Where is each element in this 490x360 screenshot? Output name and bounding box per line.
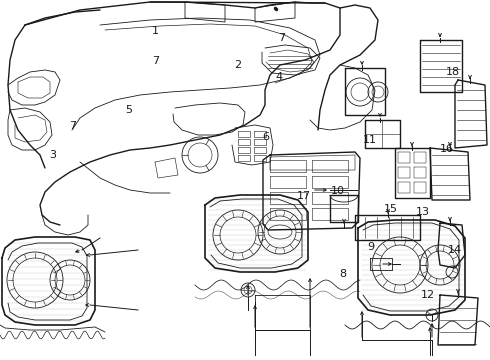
Text: 17: 17 xyxy=(297,191,311,201)
Text: 4: 4 xyxy=(276,72,283,82)
Text: 6: 6 xyxy=(263,132,270,142)
Text: 5: 5 xyxy=(125,105,132,115)
Text: 9: 9 xyxy=(368,242,374,252)
Text: 11: 11 xyxy=(363,135,377,145)
Text: 1: 1 xyxy=(152,26,159,36)
Text: 18: 18 xyxy=(446,67,460,77)
Text: 7: 7 xyxy=(69,121,76,131)
Text: 7: 7 xyxy=(278,33,285,43)
Text: 16: 16 xyxy=(440,144,454,154)
Text: 7: 7 xyxy=(152,56,159,66)
Text: 15: 15 xyxy=(384,204,398,214)
Text: 10: 10 xyxy=(331,186,345,196)
Text: 2: 2 xyxy=(234,60,241,70)
Text: 12: 12 xyxy=(421,290,435,300)
Text: 8: 8 xyxy=(340,269,346,279)
Text: 13: 13 xyxy=(416,207,429,217)
Text: 14: 14 xyxy=(448,245,462,255)
Text: 3: 3 xyxy=(49,150,56,160)
